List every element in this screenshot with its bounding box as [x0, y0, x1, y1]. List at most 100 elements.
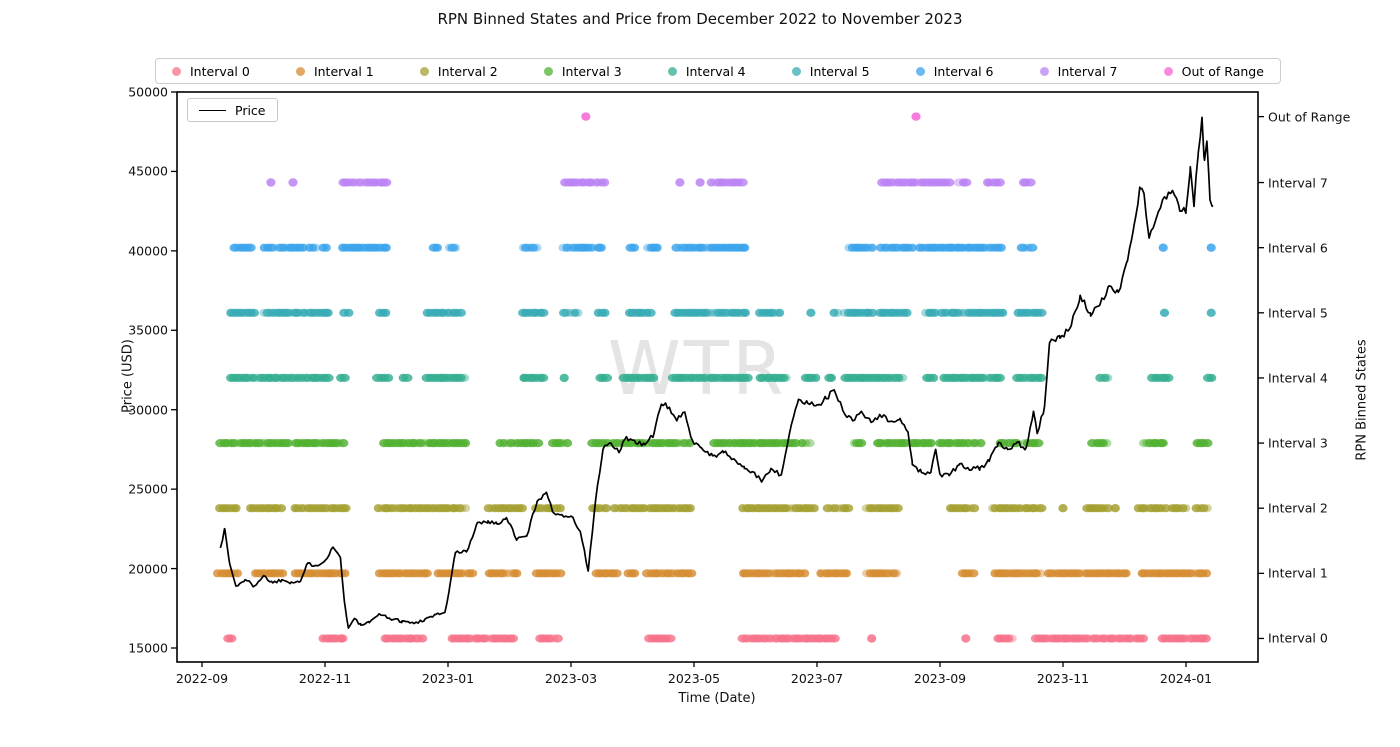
state-dot-0: [480, 634, 490, 643]
state-dot-3: [963, 439, 973, 448]
state-dot-6: [1019, 243, 1030, 252]
state-dot-4: [778, 373, 789, 382]
state-dot-3: [855, 439, 867, 448]
y-tick-label: 35000: [128, 322, 168, 338]
state-dot-4: [459, 373, 470, 382]
state-dot-5: [282, 308, 293, 317]
x-tick-label: 2023-09: [913, 671, 967, 686]
state-dot-6: [299, 243, 308, 252]
state-dot-2: [669, 504, 678, 513]
legend-label: Interval 4: [685, 63, 746, 79]
watermark-text: WTR: [607, 326, 787, 412]
state-dot-0: [338, 634, 348, 643]
state-dot-7: [675, 178, 685, 187]
state-dot-2: [620, 504, 631, 513]
state-dot-3: [506, 439, 516, 448]
state-dot-5: [700, 308, 711, 317]
state-dot-6: [596, 243, 606, 252]
states-legend: Interval 0 Interval 1 Interval 2 Interval 3…: [155, 58, 1281, 84]
state-dot-1: [277, 569, 288, 578]
state-dot-3: [338, 439, 349, 448]
state-dot-6: [322, 243, 331, 252]
state-tick-label: Interval 2: [1268, 500, 1328, 516]
state-dot-5: [573, 308, 583, 317]
state-dot-5: [953, 308, 963, 317]
state-dot-7: [944, 178, 955, 187]
state-dot-2: [1102, 504, 1114, 513]
state-dot-3: [945, 439, 955, 448]
state-dot-2: [1110, 504, 1120, 513]
legend-marker-icon: [915, 66, 925, 76]
state-dot-6: [1206, 243, 1216, 252]
state-dot-2: [1182, 504, 1191, 513]
legend-marker-icon: [172, 66, 181, 76]
x-tick-label: 2023-07: [790, 671, 844, 686]
state-dot-7: [960, 178, 972, 187]
state-dot-2: [686, 504, 695, 513]
state-tick-label: Interval 3: [1268, 435, 1328, 451]
state-dot-3: [229, 439, 239, 448]
state-dot-2: [340, 504, 351, 513]
state-dot-6: [451, 243, 461, 252]
x-tick-label: 2023-11: [1036, 671, 1090, 686]
legend-item-interval-0: Interval 0: [172, 64, 250, 79]
state-dot-1: [766, 569, 775, 578]
state-dot-1: [842, 569, 851, 578]
state-dot-6: [890, 243, 902, 252]
y-tick-label: 15000: [128, 640, 168, 656]
state-dot-2: [1058, 504, 1068, 513]
state-dot-4: [601, 373, 613, 382]
state-dot-4: [339, 373, 350, 382]
state-dot-7: [355, 178, 365, 187]
state-dot-1: [1032, 569, 1041, 578]
state-dot-2: [782, 504, 791, 513]
state-dot-5: [1159, 308, 1170, 317]
price-legend: Price: [187, 98, 278, 122]
price-line-sample-icon: [199, 109, 226, 111]
state-tick-label: Interval 7: [1268, 175, 1328, 191]
state-dot-4: [456, 373, 466, 382]
state-dot-0: [1040, 634, 1051, 643]
state-dot-8: [581, 112, 591, 121]
state-dot-4: [1163, 373, 1174, 382]
state-dot-1: [888, 569, 899, 578]
state-dot-7: [288, 178, 298, 187]
x-axis-label: Time (Date): [678, 691, 756, 706]
state-dot-3: [1102, 439, 1112, 448]
legend-label: Interval 0: [190, 63, 250, 79]
state-dot-5: [561, 308, 573, 317]
state-dot-6: [245, 243, 256, 252]
state-dot-5: [322, 308, 333, 317]
state-dot-2: [601, 504, 611, 513]
state-dot-6: [562, 243, 572, 252]
state-dot-1: [629, 569, 640, 578]
state-dot-1: [1121, 569, 1131, 578]
state-dot-4: [699, 373, 709, 382]
state-dot-4: [559, 373, 569, 383]
state-dot-0: [664, 634, 676, 643]
state-dot-1: [501, 569, 512, 578]
state-dot-1: [466, 569, 478, 578]
state-dot-4: [1206, 373, 1217, 382]
state-dot-6: [699, 243, 710, 252]
state-dot-2: [373, 504, 383, 513]
state-dot-6: [532, 243, 542, 252]
state-dot-6: [1158, 243, 1168, 252]
legend-item-interval-5: Interval 5: [791, 64, 870, 79]
state-dot-0: [417, 634, 428, 643]
legend-item-out-of-range: Out of Range: [1163, 64, 1264, 79]
state-dot-4: [743, 373, 753, 382]
state-dot-1: [340, 569, 350, 578]
state-dot-4: [1103, 373, 1113, 382]
state-dot-6: [266, 243, 277, 252]
state-dot-1: [892, 569, 902, 578]
state-dot-2: [483, 504, 494, 513]
state-dot-7: [695, 178, 705, 187]
state-dot-0: [1107, 634, 1118, 643]
state-dot-3: [790, 439, 801, 448]
state-dot-2: [1197, 504, 1209, 513]
state-dot-0: [1125, 634, 1135, 643]
state-dot-3: [899, 439, 910, 448]
state-dot-7: [706, 178, 716, 187]
